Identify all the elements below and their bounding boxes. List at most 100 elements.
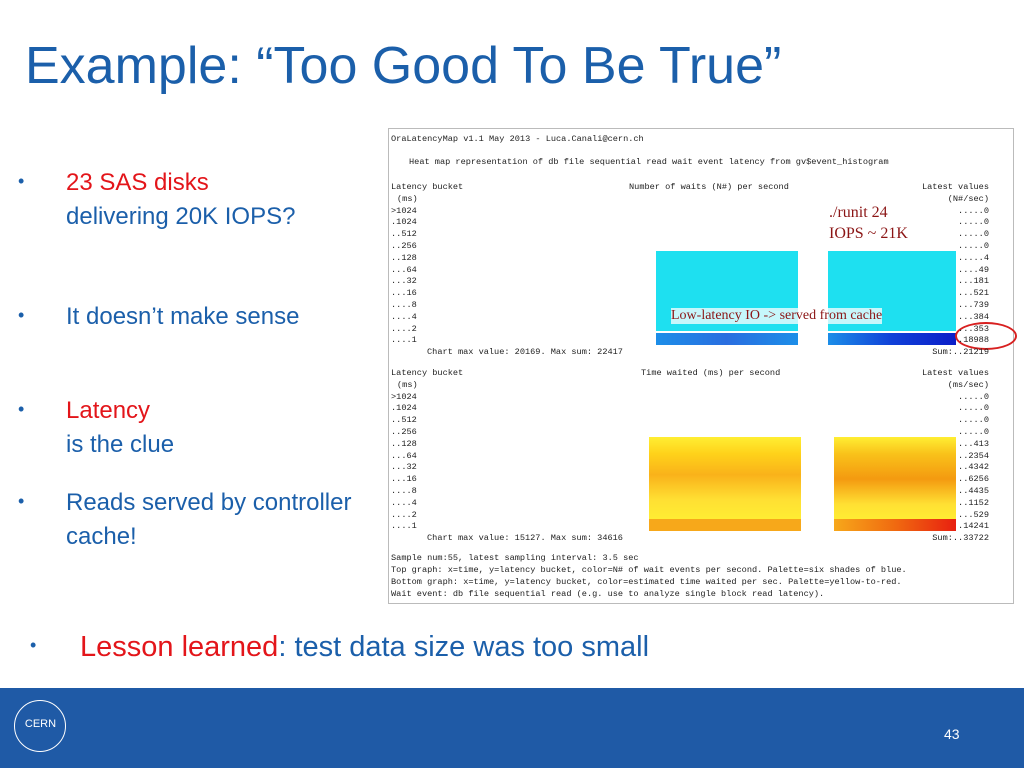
bucket-label: ....8 bbox=[391, 486, 417, 496]
bucket-label: ...16 bbox=[391, 288, 417, 299]
latest-value: ..4342 bbox=[958, 462, 989, 473]
slide-title: Example: “Too Good To Be True” bbox=[25, 37, 782, 95]
chart-max: Chart max value: 20169. Max sum: 22417 bbox=[427, 347, 623, 358]
screenshot: OraLatencyMap v1.1 May 2013 - Luca.Canal… bbox=[388, 128, 1017, 604]
bucket-label: ....1 bbox=[391, 335, 417, 346]
bullet-text: delivering 20K IOPS? bbox=[66, 203, 296, 230]
latest-value: ..4435 bbox=[958, 486, 989, 496]
latest-value: .....4 bbox=[958, 252, 989, 263]
heatmap-block bbox=[656, 333, 798, 345]
bullet-highlight: 23 SAS disks bbox=[66, 169, 209, 196]
bucket-label: ...64 bbox=[391, 450, 417, 461]
latest-value: .....0 bbox=[958, 403, 989, 414]
screenshot-footer: Bottom graph: x=time, y=latency bucket, … bbox=[391, 577, 902, 587]
bucket-label: .1024 bbox=[391, 403, 417, 414]
heatmap-block bbox=[834, 519, 956, 531]
screenshot-header: OraLatencyMap v1.1 May 2013 - Luca.Canal… bbox=[391, 134, 644, 144]
bucket-unit: (ms) bbox=[397, 193, 418, 204]
screenshot-footer: Top graph: x=time, y=latency bucket, col… bbox=[391, 565, 907, 575]
bucket-label: >1024 bbox=[391, 391, 417, 402]
bucket-label: ....1 bbox=[391, 521, 417, 532]
latest-value: ...181 bbox=[958, 276, 989, 287]
bullet-highlight: Lesson learned bbox=[80, 631, 279, 663]
latest-value: ...384 bbox=[958, 311, 989, 322]
latest-value: ..6256 bbox=[958, 474, 989, 485]
screenshot-footer: Sample num:55, latest sampling interval:… bbox=[391, 553, 639, 563]
latest-value: .....0 bbox=[958, 241, 989, 251]
bucket-label: ...64 bbox=[391, 264, 417, 275]
bucket-label: ..128 bbox=[391, 252, 417, 263]
latest-value: .....0 bbox=[958, 217, 989, 228]
footer-bar: CERN 43 bbox=[0, 688, 1024, 768]
bucket-label: ...16 bbox=[391, 474, 417, 485]
latest-value: .....0 bbox=[958, 205, 989, 216]
latest-value: .....0 bbox=[958, 427, 989, 437]
bucket-label: ..128 bbox=[391, 438, 417, 449]
bucket-label: ....4 bbox=[391, 311, 417, 322]
bullet: Latency is the clue bbox=[66, 394, 396, 462]
values-unit: (ms/sec) bbox=[947, 379, 989, 390]
bullet-marker: • bbox=[18, 399, 25, 419]
bucket-label: ...32 bbox=[391, 462, 417, 473]
latest-value: .14241 bbox=[958, 521, 989, 532]
latest-value: ..1152 bbox=[958, 497, 989, 508]
latest-value: .....0 bbox=[958, 391, 989, 402]
bullet-marker: • bbox=[18, 305, 25, 325]
latest-value: .....0 bbox=[958, 415, 989, 426]
chart-title: Time waited (ms) per second bbox=[641, 368, 781, 378]
bucket-title: Latency bucket bbox=[391, 182, 464, 192]
heatmap-block bbox=[834, 437, 956, 521]
bullet: 23 SAS disks delivering 20K IOPS? bbox=[66, 166, 396, 234]
annotation: Low-latency IO -> served from cache bbox=[671, 308, 883, 324]
bullet-marker: • bbox=[30, 635, 37, 655]
logo-text: CERN bbox=[24, 718, 57, 730]
latest-value: ...521 bbox=[958, 288, 989, 299]
bucket-label: .1024 bbox=[391, 217, 417, 228]
page-number: 43 bbox=[944, 726, 960, 742]
highlight-ellipse bbox=[955, 322, 1017, 350]
sum-value: Sum:..33722 bbox=[932, 533, 989, 544]
heatmap-block bbox=[828, 333, 956, 345]
chart-title: Number of waits (N#) per second bbox=[629, 182, 789, 192]
bucket-title: Latency bucket bbox=[391, 368, 464, 378]
latest-value: ...413 bbox=[958, 438, 989, 449]
latest-value: ...529 bbox=[958, 509, 989, 520]
heatmap-block bbox=[649, 437, 801, 521]
heatmap-block bbox=[649, 519, 801, 531]
values-title: Latest values bbox=[921, 182, 989, 192]
bucket-unit: (ms) bbox=[397, 379, 418, 390]
bucket-label: ....2 bbox=[391, 509, 417, 520]
screenshot-footer: Wait event: db file sequential read (e.g… bbox=[391, 589, 825, 599]
bullet-text: It doesn’t make sense bbox=[66, 303, 300, 330]
bucket-label: ..512 bbox=[391, 415, 417, 426]
latest-value: ..2354 bbox=[958, 450, 989, 461]
latest-value: .....0 bbox=[958, 229, 989, 240]
screenshot-header: Heat map representation of db file seque… bbox=[409, 157, 889, 167]
bullet-text: is the clue bbox=[66, 431, 175, 458]
bullet-marker: • bbox=[18, 171, 25, 191]
values-unit: (N#/sec) bbox=[947, 193, 989, 204]
bullet-text: : test data size was too small bbox=[278, 631, 650, 663]
bullet: Lesson learned: test data size was too s… bbox=[80, 630, 980, 664]
bucket-label: ..256 bbox=[391, 427, 417, 437]
sum-value: Sum:..21219 bbox=[932, 347, 989, 358]
latest-value: ....49 bbox=[958, 264, 989, 275]
latest-value: .18988 bbox=[958, 335, 989, 346]
bucket-label: ....2 bbox=[391, 323, 417, 334]
bullet: Reads served by controller cache! bbox=[66, 486, 396, 554]
logo bbox=[14, 700, 66, 752]
bucket-label: ...32 bbox=[391, 276, 417, 287]
chart-max: Chart max value: 15127. Max sum: 34616 bbox=[427, 533, 623, 544]
bullet-highlight: Latency bbox=[66, 397, 151, 424]
bucket-label: ..256 bbox=[391, 241, 417, 251]
annotation: ./runit 24 bbox=[829, 204, 888, 221]
values-title: Latest values bbox=[921, 368, 989, 378]
bullet: It doesn’t make sense bbox=[66, 300, 396, 334]
bucket-label: ....4 bbox=[391, 497, 417, 508]
latest-value: ...353 bbox=[958, 323, 989, 334]
annotation: IOPS ~ 21K bbox=[829, 225, 908, 242]
latest-value: ...739 bbox=[958, 300, 989, 310]
bullet-text: Reads served by controller cache! bbox=[66, 489, 352, 550]
bucket-label: ..512 bbox=[391, 229, 417, 240]
